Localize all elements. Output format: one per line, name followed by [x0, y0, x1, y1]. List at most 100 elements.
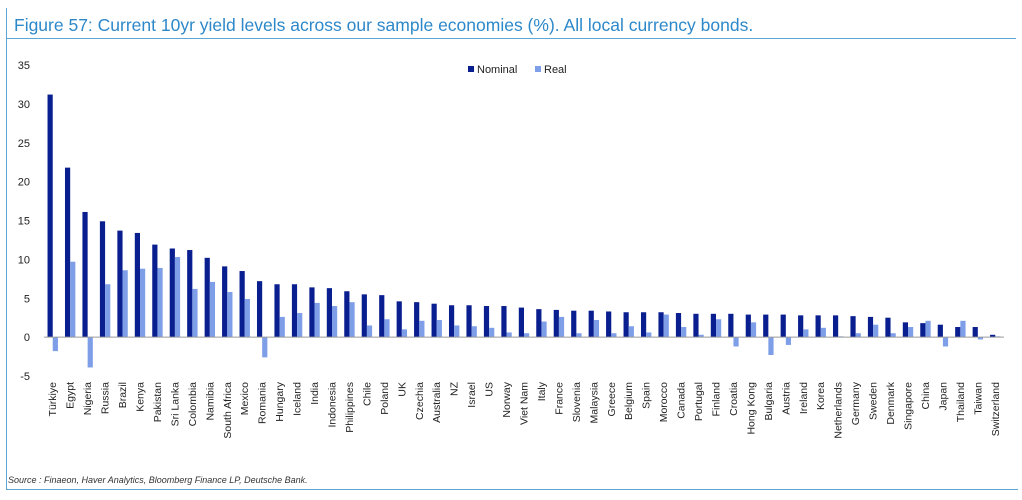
x-tick-label: Viet Nam: [519, 382, 531, 425]
bar-real: [733, 337, 739, 347]
bar-nominal: [117, 230, 123, 338]
bar-nominal: [344, 291, 350, 338]
bar-nominal: [571, 310, 577, 338]
bar-nominal: [798, 315, 804, 338]
bar-nominal: [309, 287, 315, 338]
x-tick-label: Philippines: [344, 382, 356, 433]
bar-nominal: [431, 303, 437, 338]
bar-real: [768, 337, 774, 356]
x-tick-label: Chile: [361, 382, 373, 406]
x-tick-label: Sri Lanka: [169, 382, 181, 427]
bar-nominal: [256, 281, 263, 338]
bar-nominal: [623, 312, 629, 338]
x-tick-label: Portugal: [693, 382, 705, 421]
x-tick-label: Netherlands: [833, 382, 845, 439]
x-tick-label: Hungary: [274, 381, 286, 421]
x-tick-label: Israel: [466, 382, 478, 408]
bar-real: [785, 337, 792, 345]
bar-real: [297, 313, 303, 338]
bar-nominal: [152, 244, 158, 338]
x-tick-label: Poland: [379, 382, 391, 415]
source-note: Source : Finaeon, Haver Analytics, Bloom…: [8, 475, 308, 485]
bar-nominal: [885, 317, 891, 338]
y-tick-label: -5: [20, 371, 30, 383]
legend-label-nominal: Nominal: [477, 64, 517, 76]
bar-real: [332, 306, 338, 338]
bar-nominal: [955, 327, 961, 338]
x-tick-label: Finland: [711, 382, 723, 417]
bar-real: [436, 320, 442, 338]
bar-real: [611, 333, 617, 338]
x-tick-label: Egypt: [65, 382, 77, 409]
x-tick-label: Brazil: [117, 382, 129, 408]
bar-nominal: [483, 306, 490, 338]
x-tick-label: France: [553, 382, 565, 415]
bar-nominal: [937, 324, 943, 338]
bar-real: [716, 319, 722, 338]
bar-real: [314, 302, 320, 338]
x-tick-label: Czechia: [414, 382, 426, 420]
x-tick-label: Korea: [815, 382, 827, 410]
y-tick-label: 5: [24, 293, 30, 305]
x-tick-label: Indonesia: [327, 382, 339, 428]
bar-real: [925, 320, 931, 338]
x-tick-label: Türkiye: [47, 382, 59, 417]
bar-real: [960, 320, 966, 338]
bar-real: [192, 288, 198, 338]
x-tick-label: Germany: [850, 381, 862, 425]
bar-real: [942, 337, 949, 347]
bar-nominal: [379, 295, 385, 338]
bar-nominal: [274, 284, 280, 338]
bar-nominal: [448, 305, 455, 338]
bar-real: [471, 326, 477, 338]
bar-nominal: [204, 257, 210, 338]
bar-real: [803, 329, 809, 338]
x-tick-label: India: [309, 382, 321, 405]
x-tick-label: Namibia: [204, 382, 216, 421]
x-tick-label: Norway: [501, 381, 513, 417]
y-tick-label: 25: [18, 138, 30, 150]
bar-nominal: [867, 316, 874, 338]
bar-nominal: [832, 315, 839, 338]
bar-real: [890, 333, 896, 338]
legend-swatch-real: [535, 66, 541, 72]
bar-nominal: [972, 327, 978, 338]
bar-nominal: [536, 309, 542, 338]
bar-nominal: [658, 312, 664, 338]
x-tick-label: Mexico: [239, 382, 251, 415]
bar-real: [855, 333, 861, 338]
bar-real: [524, 333, 530, 338]
bar-real: [227, 292, 233, 338]
legend-label-real: Real: [544, 64, 567, 76]
bar-real: [209, 281, 216, 338]
bar-nominal: [396, 301, 402, 338]
bar-nominal: [815, 315, 821, 338]
bar-nominal: [763, 314, 769, 338]
bar-real: [873, 324, 879, 338]
bar-real: [105, 284, 111, 338]
bar-nominal: [588, 310, 594, 338]
x-tick-label: Ireland: [798, 382, 810, 414]
x-tick-label: Hong Kong: [745, 382, 757, 435]
legend: Nominal Real: [468, 64, 567, 76]
bar-real: [977, 337, 984, 340]
x-tick-label: Malaysia: [588, 382, 600, 424]
figure-title: Figure 57: Current 10yr yield levels acr…: [14, 15, 754, 35]
bar-real: [279, 316, 285, 338]
y-axis: -5 0 5 10 15 20 25 30 35: [18, 60, 30, 383]
x-tick-label: Colombia: [187, 382, 199, 427]
bar-real: [70, 261, 76, 338]
y-tick-label: 15: [18, 216, 30, 228]
bar-real: [489, 327, 495, 338]
bar-real: [558, 316, 565, 338]
x-tick-label: Iceland: [292, 382, 304, 416]
bar-nominal: [414, 302, 420, 338]
bar-nominal: [501, 306, 507, 338]
figure-frame: [6, 8, 1018, 490]
x-tick-label: Singapore: [903, 382, 915, 430]
x-tick-label: Bulgaria: [763, 382, 775, 421]
bar-real: [541, 321, 547, 338]
x-tick-label: Kenya: [135, 382, 147, 412]
bar-nominal: [64, 167, 71, 338]
bar-nominal: [780, 314, 786, 338]
